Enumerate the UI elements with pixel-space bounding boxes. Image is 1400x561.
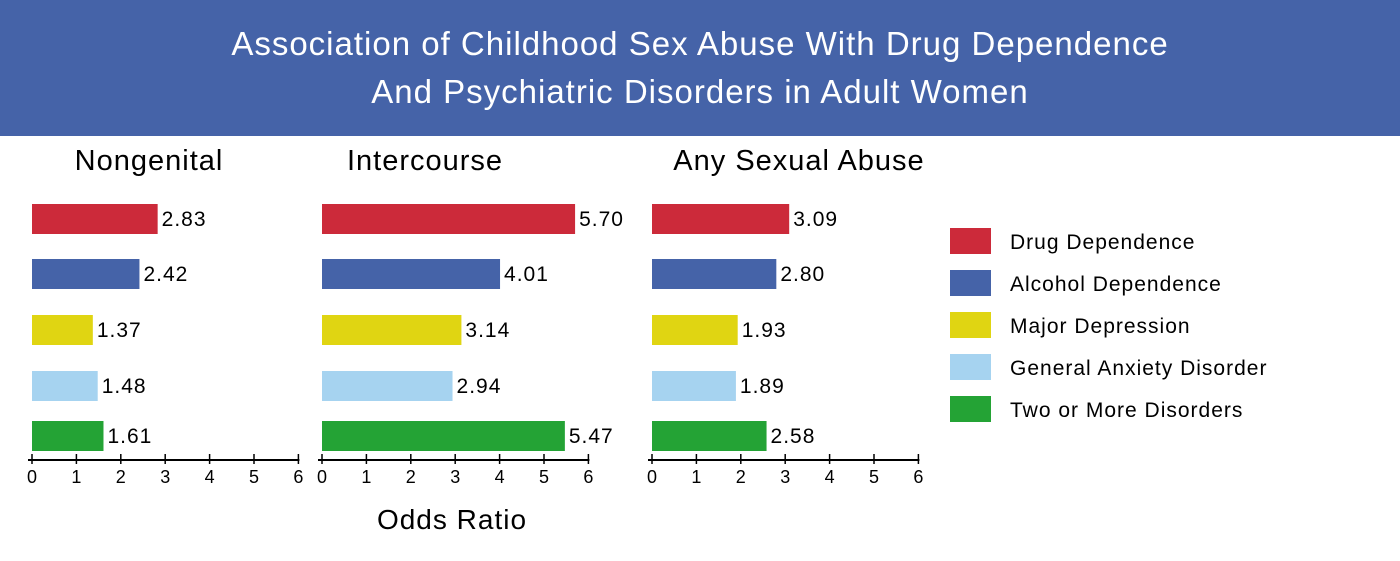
- bar-panel1-4: [32, 371, 98, 401]
- x-tick-label-panel2-1: 1: [361, 467, 371, 487]
- legend-label-2: Alcohol Dependence: [1010, 273, 1222, 296]
- value-label-panel3-5: 2.58: [771, 425, 816, 448]
- x-tick-label-panel1-4: 4: [205, 467, 215, 487]
- x-tick-label-panel1-2: 2: [116, 467, 126, 487]
- x-tick-label-panel3-2: 2: [736, 467, 746, 487]
- bar-panel1-2: [32, 259, 140, 289]
- bar-panel2-2: [322, 259, 501, 289]
- value-label-panel2-2: 4.01: [504, 263, 549, 286]
- value-label-panel3-2: 2.80: [780, 263, 825, 286]
- x-tick-label-panel1-5: 5: [249, 467, 259, 487]
- value-label-panel1-2: 2.42: [143, 263, 188, 286]
- value-label-panel1-4: 1.48: [102, 375, 147, 398]
- x-tick-label-panel3-4: 4: [825, 467, 835, 487]
- panel-title-1: Nongenital: [75, 145, 224, 177]
- x-tick-label-panel1-3: 3: [160, 467, 170, 487]
- x-tick-label-panel3-0: 0: [647, 467, 657, 487]
- bar-panel2-5: [322, 421, 565, 451]
- legend-swatch-1: [950, 228, 991, 254]
- legend-label-5: Two or More Disorders: [1010, 399, 1243, 422]
- bar-panel3-3: [652, 315, 738, 345]
- legend-label-3: Major Depression: [1010, 315, 1191, 338]
- bar-panel1-1: [32, 204, 158, 234]
- x-tick-label-panel1-0: 0: [27, 467, 37, 487]
- x-tick-label-panel2-6: 6: [583, 467, 593, 487]
- bar-panel1-3: [32, 315, 93, 345]
- title-banner: Association of Childhood Sex Abuse With …: [0, 0, 1400, 136]
- bar-panel3-2: [652, 259, 777, 289]
- bar-panel3-5: [652, 421, 767, 451]
- value-label-panel1-1: 2.83: [162, 208, 207, 231]
- legend-swatch-4: [950, 354, 991, 380]
- bar-panel3-1: [652, 204, 790, 234]
- x-tick-label-panel2-2: 2: [406, 467, 416, 487]
- value-label-panel1-3: 1.37: [97, 319, 142, 342]
- chart-title-line-2: And Psychiatric Disorders in Adult Women: [371, 73, 1029, 110]
- value-label-panel3-4: 1.89: [740, 375, 785, 398]
- bar-panel2-4: [322, 371, 453, 401]
- panel-title-2: Intercourse: [347, 145, 503, 177]
- value-label-panel2-1: 5.70: [579, 208, 624, 231]
- panel-title-3: Any Sexual Abuse: [673, 145, 924, 177]
- value-label-panel3-1: 3.09: [793, 208, 838, 231]
- legend-swatch-2: [950, 270, 991, 296]
- value-label-panel3-3: 1.93: [742, 319, 787, 342]
- legend-swatch-5: [950, 396, 991, 422]
- x-tick-label-panel3-5: 5: [869, 467, 879, 487]
- x-axis-title: Odds Ratio: [377, 504, 527, 535]
- x-tick-label-panel2-3: 3: [450, 467, 460, 487]
- legend-label-1: Drug Dependence: [1010, 231, 1195, 254]
- bar-panel2-1: [322, 204, 576, 234]
- legend-label-4: General Anxiety Disorder: [1010, 357, 1267, 380]
- x-tick-label-panel3-6: 6: [913, 467, 923, 487]
- x-tick-label-panel2-0: 0: [317, 467, 327, 487]
- value-label-panel2-3: 3.14: [465, 319, 510, 342]
- bar-panel3-4: [652, 371, 736, 401]
- x-tick-label-panel3-3: 3: [780, 467, 790, 487]
- value-label-panel1-5: 1.61: [107, 425, 152, 448]
- legend-swatch-3: [950, 312, 991, 338]
- x-tick-label-panel1-1: 1: [71, 467, 81, 487]
- x-tick-label-panel2-5: 5: [539, 467, 549, 487]
- value-label-panel2-5: 5.47: [569, 425, 614, 448]
- x-tick-label-panel2-4: 4: [495, 467, 505, 487]
- bar-panel2-3: [322, 315, 462, 345]
- value-label-panel2-4: 2.94: [457, 375, 502, 398]
- x-tick-label-panel1-6: 6: [293, 467, 303, 487]
- bar-panel1-5: [32, 421, 104, 451]
- chart-title-line-1: Association of Childhood Sex Abuse With …: [231, 25, 1169, 62]
- x-tick-label-panel3-1: 1: [691, 467, 701, 487]
